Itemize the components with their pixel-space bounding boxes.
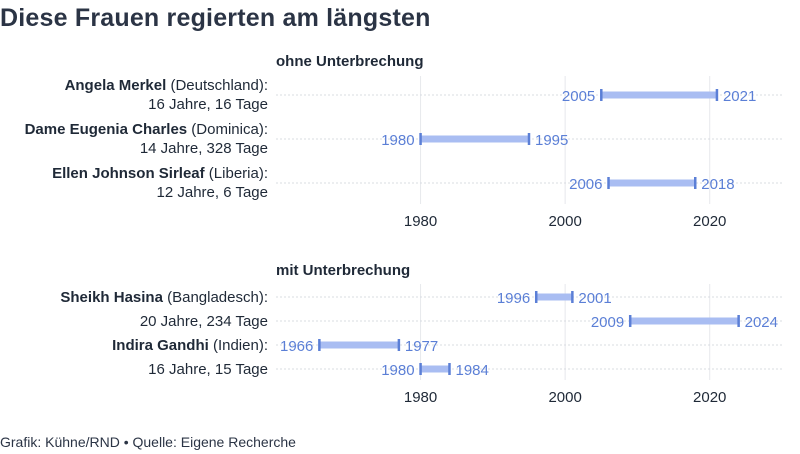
panel2-person-1-name-label: Sheikh Hasina (Bangladesch): bbox=[60, 289, 268, 306]
panel1-row-1-duration: 16 Jahre, 16 Tage bbox=[148, 96, 268, 113]
panel2-tick-1980: 1980 bbox=[404, 389, 437, 406]
panel1-row-1-name-label: Angela Merkel (Deutschland): bbox=[65, 77, 268, 94]
panel1-row-2-name-label: Dame Eugenia Charles (Dominica): bbox=[25, 121, 268, 138]
panel2-tick-2000: 2000 bbox=[548, 389, 581, 406]
panel2-person-1-country: (Bangladesch): bbox=[163, 289, 268, 306]
panel1-row-1-country: (Deutschland): bbox=[166, 77, 268, 94]
range-chart: ohne Unterbrechung 1980 2000 2020 Angela Mer… bbox=[25, 53, 782, 406]
panel2-person-1-range-2-start-label: 2009 bbox=[591, 314, 624, 331]
panel2-person-1-duration: 20 Jahre, 234 Tage bbox=[140, 313, 268, 330]
panel2-tick-2020: 2020 bbox=[693, 389, 726, 406]
panel2-person-2-range-1-end-label: 1977 bbox=[405, 338, 438, 355]
panel1-tick-1980: 1980 bbox=[404, 213, 437, 230]
panel1-row-3-name: Ellen Johnson Sirleaf bbox=[52, 165, 206, 182]
panel1-row-1-range-1-start-label: 2005 bbox=[562, 88, 595, 105]
panel1-row-2-range-1-start-label: 1980 bbox=[381, 132, 414, 149]
panel2-person-2-duration: 16 Jahre, 15 Tage bbox=[148, 361, 268, 378]
panel1-row-3-country: (Liberia): bbox=[205, 165, 268, 182]
panel1-row-3-name-label: Ellen Johnson Sirleaf (Liberia): bbox=[52, 165, 268, 182]
panel1-row-3-range-1-start-label: 2006 bbox=[569, 176, 602, 193]
panel-title-ohne-unterbrechung: ohne Unterbrechung bbox=[276, 53, 424, 70]
panel1-tick-2020: 2020 bbox=[693, 213, 726, 230]
panel1-tick-2000: 2000 bbox=[548, 213, 581, 230]
panel1-row-3-duration: 12 Jahre, 6 Tage bbox=[157, 184, 268, 201]
source-footer: Grafik: Kühne/RND • Quelle: Eigene Reche… bbox=[0, 434, 296, 450]
panel2-person-1-range-1-start-label: 1996 bbox=[497, 290, 530, 307]
panel2-person-1-range-2-end-label: 2024 bbox=[745, 314, 778, 331]
panel1-row-3-range-1-end-label: 2018 bbox=[701, 176, 734, 193]
panel2-person-1-range-1-end-label: 2001 bbox=[578, 290, 611, 307]
panel1-row-1-name: Angela Merkel bbox=[65, 77, 167, 94]
panel2-person-2-name: Indira Gandhi bbox=[112, 337, 209, 354]
chart-title: Diese Frauen regierten am längsten bbox=[0, 4, 431, 32]
panel2-person-2-range-2-start-label: 1980 bbox=[381, 362, 414, 379]
panel2-person-1-name: Sheikh Hasina bbox=[60, 289, 163, 306]
panel1-row-2-range-1-end-label: 1995 bbox=[535, 132, 568, 149]
panel1-row-2-country: (Dominica): bbox=[187, 121, 268, 138]
panel1-row-2-name: Dame Eugenia Charles bbox=[25, 121, 188, 138]
panel2-person-2-country: (Indien): bbox=[209, 337, 268, 354]
panel-title-mit-unterbrechung: mit Unterbrechung bbox=[276, 262, 410, 279]
panel2-person-2-range-2-end-label: 1984 bbox=[455, 362, 488, 379]
panel2-person-2-range-1-start-label: 1966 bbox=[280, 338, 313, 355]
panel1-row-1-range-1-end-label: 2021 bbox=[723, 88, 756, 105]
panel1-row-2-duration: 14 Jahre, 328 Tage bbox=[140, 140, 268, 157]
panel2-person-2-name-label: Indira Gandhi (Indien): bbox=[112, 337, 268, 354]
